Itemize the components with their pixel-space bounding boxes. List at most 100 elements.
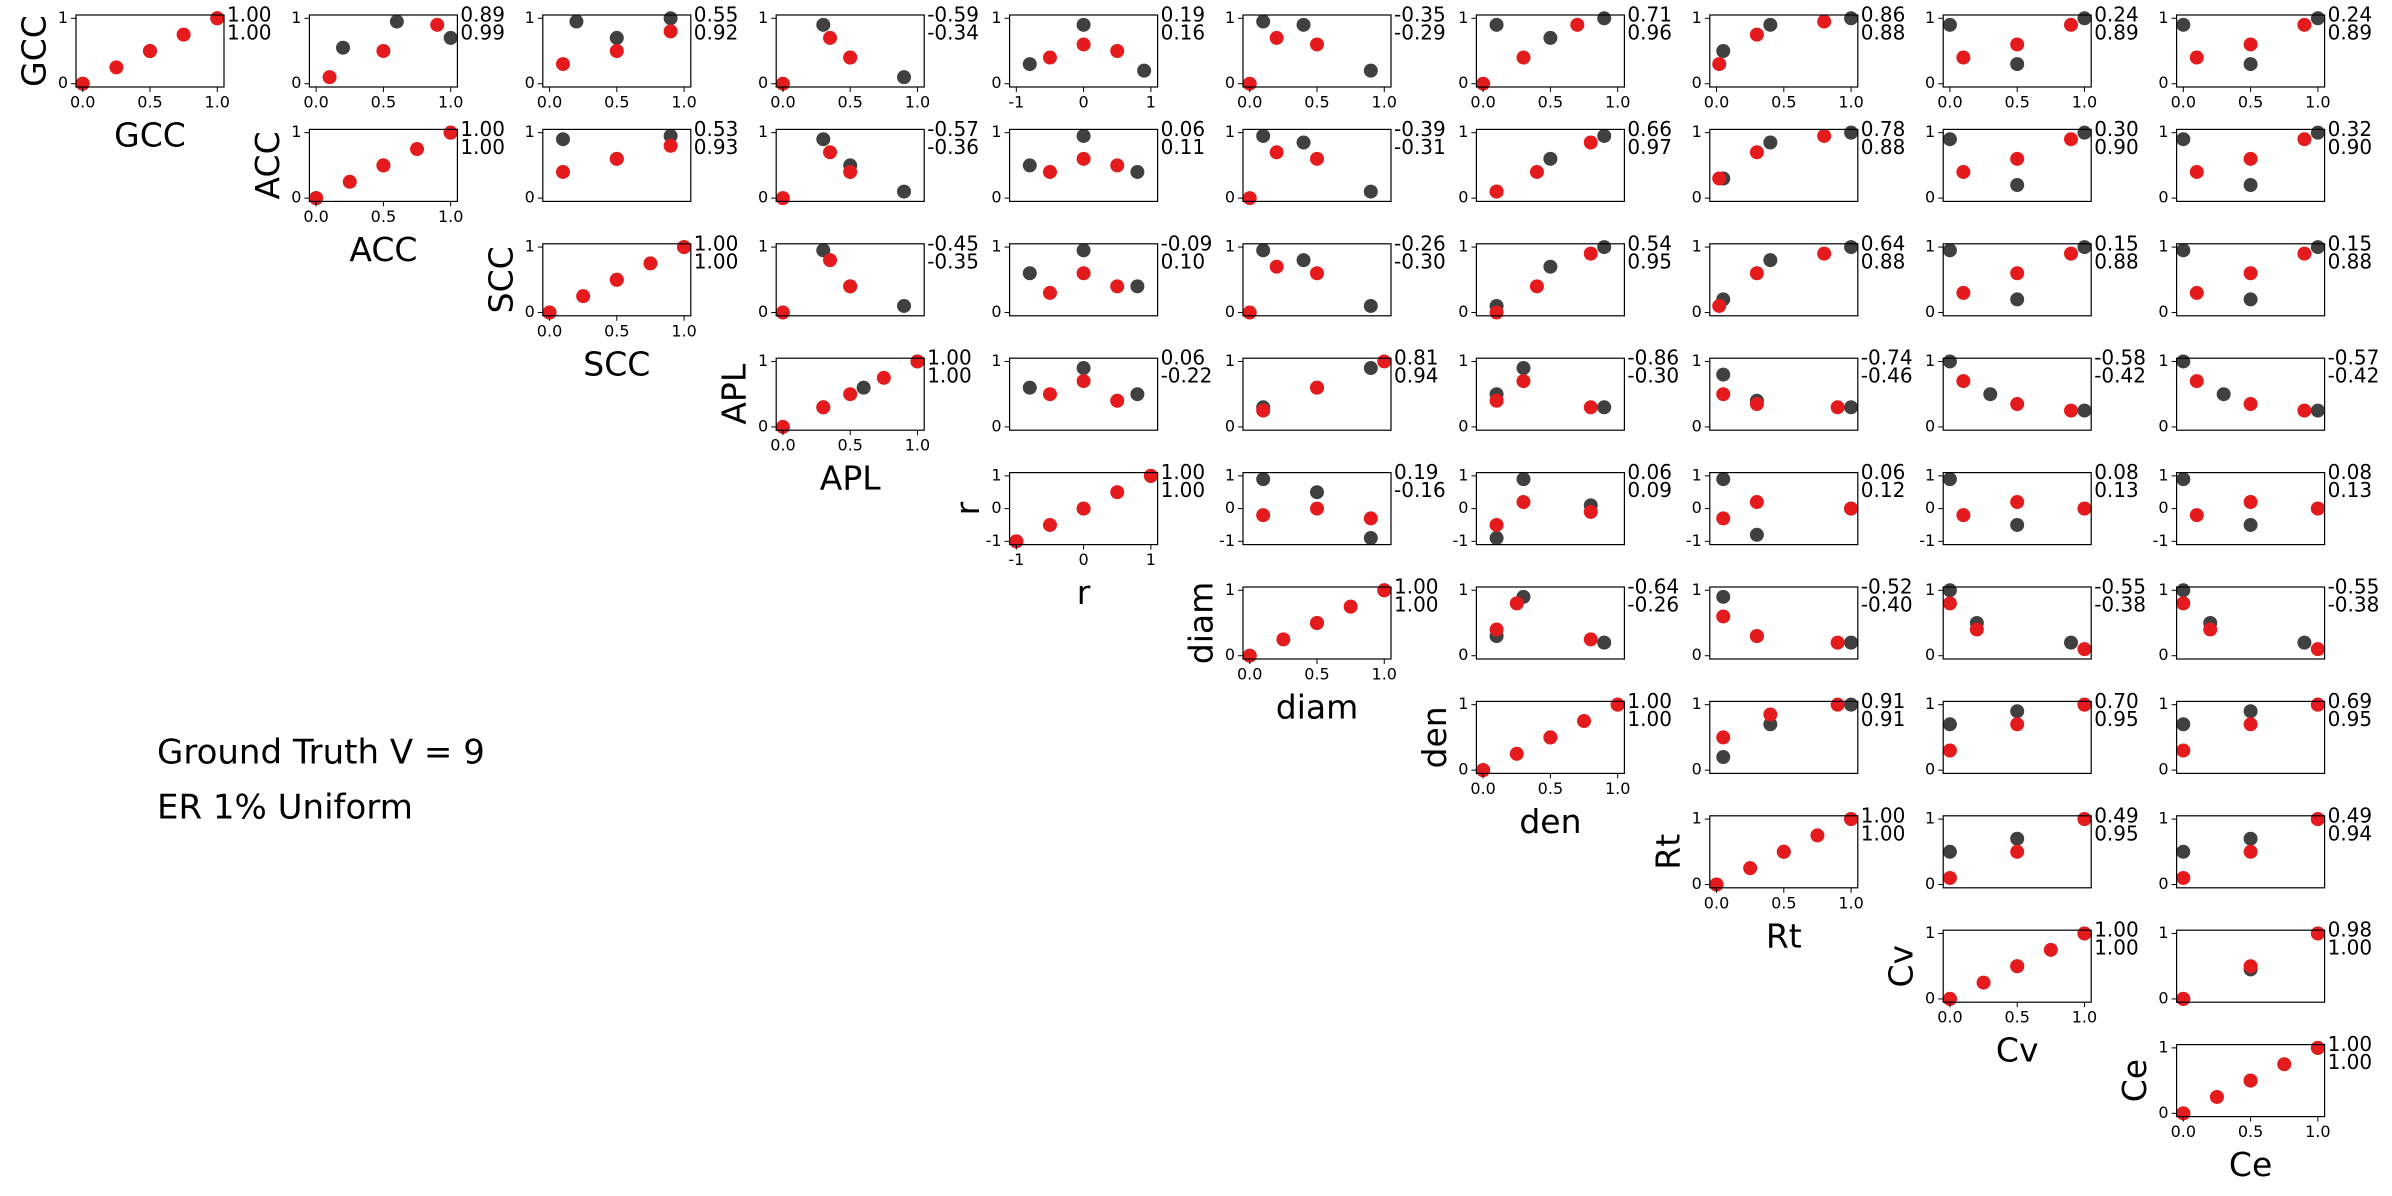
x-tick-label: 0.0 xyxy=(770,93,795,112)
point xyxy=(2310,11,2325,26)
correlation-label: -0.16 xyxy=(1394,478,1446,502)
correlation-label: 0.06 xyxy=(1161,346,1206,370)
correlation-label: 0.06 xyxy=(1627,460,1672,484)
y-tick-label: 0 xyxy=(1692,416,1702,435)
y-tick-label: 1 xyxy=(1458,580,1468,599)
y-tick-label: 0 xyxy=(2158,645,2168,664)
y-tick-label: 1 xyxy=(1925,351,1935,370)
correlation-label: 0.15 xyxy=(2094,231,2139,255)
point xyxy=(1256,472,1271,487)
point xyxy=(1276,632,1291,647)
point xyxy=(1830,635,1845,650)
point xyxy=(2064,132,2079,147)
correlation-label: 1.00 xyxy=(1861,821,1906,845)
point xyxy=(816,243,831,258)
point xyxy=(1042,517,1057,532)
correlation-label: -0.35 xyxy=(1394,3,1446,27)
point xyxy=(2176,717,2191,732)
x-tick-label: 1.0 xyxy=(671,321,696,340)
x-tick-label: 1.0 xyxy=(438,93,463,112)
point xyxy=(555,57,570,72)
y-tick-label: 1 xyxy=(1458,694,1468,713)
correlation-label: 0.69 xyxy=(2328,689,2373,713)
correlation-label: 0.88 xyxy=(1861,249,1906,273)
point xyxy=(1310,151,1324,166)
correlation-label: 0.66 xyxy=(1627,117,1672,141)
x-tick-label: 1.0 xyxy=(1372,93,1397,112)
point xyxy=(1256,403,1271,418)
point xyxy=(1377,354,1392,369)
axes-frame xyxy=(1709,128,1859,202)
y-tick-label: 0 xyxy=(1692,188,1702,207)
point xyxy=(1712,171,1727,186)
correlation-label: 1.00 xyxy=(1394,575,1439,599)
point xyxy=(555,164,570,179)
y-tick-label: 1 xyxy=(2158,809,2168,828)
point xyxy=(2243,397,2258,412)
x-tick-label: 0.5 xyxy=(137,93,162,112)
x-tick-label: 0.5 xyxy=(1771,893,1796,912)
point xyxy=(1942,472,1957,487)
point xyxy=(336,40,351,55)
axes-frame xyxy=(1008,243,1159,317)
point xyxy=(843,387,858,402)
axes-frame xyxy=(2176,243,2326,317)
y-tick-label: 1 xyxy=(1692,237,1702,256)
x-tick-label: 1.0 xyxy=(2305,1122,2330,1141)
point xyxy=(1269,259,1284,274)
point xyxy=(1363,298,1378,313)
y-axis-label: Rt xyxy=(1648,834,1687,870)
point xyxy=(2243,57,2258,72)
point xyxy=(816,400,831,415)
point xyxy=(2176,870,2191,885)
point xyxy=(1597,128,1612,143)
point xyxy=(1042,164,1057,179)
x-tick-label: 1.0 xyxy=(905,93,930,112)
y-tick-label: 0 xyxy=(1458,188,1468,207)
axes-background xyxy=(1476,472,1625,545)
point xyxy=(856,380,871,395)
correlation-label: 0.91 xyxy=(1861,689,1906,713)
point xyxy=(1749,145,1764,160)
y-tick-label: -1 xyxy=(1686,531,1702,550)
point xyxy=(1942,583,1957,598)
y-tick-label: 1 xyxy=(1225,122,1235,141)
correlation-label: 0.95 xyxy=(2094,707,2139,731)
y-tick-label: 1 xyxy=(1692,351,1702,370)
axes-background xyxy=(1709,701,1858,774)
point xyxy=(1377,583,1392,598)
point xyxy=(1256,508,1271,523)
point xyxy=(1042,50,1057,65)
point xyxy=(109,60,124,75)
correlation-label: -0.58 xyxy=(2094,346,2146,370)
point xyxy=(1076,37,1091,52)
point xyxy=(2176,132,2191,147)
x-axis-label: diam xyxy=(1276,688,1358,727)
correlation-label: 0.55 xyxy=(694,3,739,27)
point xyxy=(1363,63,1378,78)
point xyxy=(2310,240,2325,255)
point xyxy=(897,70,912,85)
point xyxy=(1310,501,1324,516)
point xyxy=(1543,730,1558,745)
correlation-label: 1.00 xyxy=(460,117,505,141)
point xyxy=(1942,743,1957,758)
legend-entry: Ground Truth V = 9 xyxy=(157,733,485,773)
axes-frame xyxy=(775,128,925,202)
point xyxy=(1942,17,1957,32)
point xyxy=(1743,861,1758,876)
point xyxy=(1976,975,1991,990)
point xyxy=(1942,132,1957,147)
y-tick-label: 0 xyxy=(1692,645,1702,664)
y-tick-label: 1 xyxy=(1458,122,1468,141)
point xyxy=(1363,361,1378,376)
point xyxy=(1817,246,1832,261)
x-tick-label: 0.0 xyxy=(1470,93,1495,112)
point xyxy=(2189,374,2204,389)
y-tick-label: 1 xyxy=(525,237,535,256)
correlation-label: 0.06 xyxy=(1861,460,1906,484)
axes-frame xyxy=(2176,700,2326,775)
correlation-label: 0.13 xyxy=(2328,478,2373,502)
x-tick-label: 0.0 xyxy=(1704,93,1729,112)
point xyxy=(2010,292,2025,307)
